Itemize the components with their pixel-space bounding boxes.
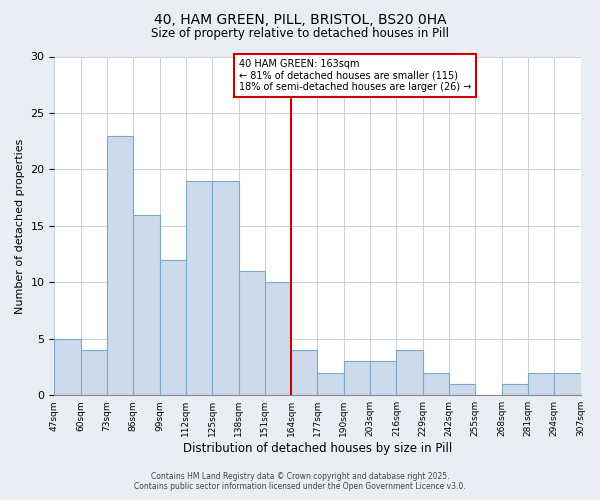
Text: Size of property relative to detached houses in Pill: Size of property relative to detached ho…: [151, 28, 449, 40]
Bar: [186, 180, 212, 395]
Bar: [502, 384, 528, 395]
Y-axis label: Number of detached properties: Number of detached properties: [15, 138, 25, 314]
Bar: [239, 271, 265, 395]
Bar: [81, 350, 107, 395]
Text: 40 HAM GREEN: 163sqm
← 81% of detached houses are smaller (115)
18% of semi-deta: 40 HAM GREEN: 163sqm ← 81% of detached h…: [239, 59, 471, 92]
Bar: [291, 350, 317, 395]
Bar: [55, 339, 81, 395]
Bar: [422, 372, 449, 395]
Bar: [160, 260, 186, 395]
Bar: [344, 362, 370, 395]
Bar: [212, 180, 239, 395]
Text: 40, HAM GREEN, PILL, BRISTOL, BS20 0HA: 40, HAM GREEN, PILL, BRISTOL, BS20 0HA: [154, 12, 446, 26]
Text: Contains HM Land Registry data © Crown copyright and database right 2025.
Contai: Contains HM Land Registry data © Crown c…: [134, 472, 466, 491]
X-axis label: Distribution of detached houses by size in Pill: Distribution of detached houses by size …: [183, 442, 452, 455]
Bar: [528, 372, 554, 395]
Bar: [265, 282, 291, 395]
Bar: [317, 372, 344, 395]
Bar: [554, 372, 581, 395]
Bar: [449, 384, 475, 395]
Bar: [397, 350, 422, 395]
Bar: [107, 136, 133, 395]
Bar: [370, 362, 397, 395]
Bar: [133, 214, 160, 395]
